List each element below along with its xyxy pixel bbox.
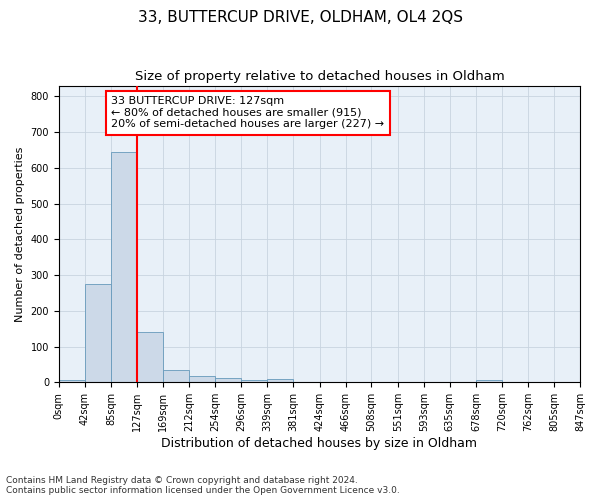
Bar: [268, 379, 293, 382]
Bar: [241, 380, 268, 382]
Bar: [137, 332, 163, 382]
Bar: [163, 370, 189, 382]
Bar: [59, 380, 85, 382]
Bar: [189, 376, 215, 382]
Y-axis label: Number of detached properties: Number of detached properties: [15, 146, 25, 322]
X-axis label: Distribution of detached houses by size in Oldham: Distribution of detached houses by size …: [161, 437, 478, 450]
Text: 33, BUTTERCUP DRIVE, OLDHAM, OL4 2QS: 33, BUTTERCUP DRIVE, OLDHAM, OL4 2QS: [137, 10, 463, 25]
Text: 33 BUTTERCUP DRIVE: 127sqm
← 80% of detached houses are smaller (915)
20% of sem: 33 BUTTERCUP DRIVE: 127sqm ← 80% of deta…: [111, 96, 384, 130]
Title: Size of property relative to detached houses in Oldham: Size of property relative to detached ho…: [134, 70, 504, 83]
Bar: [215, 378, 241, 382]
Bar: [476, 380, 502, 382]
Bar: [111, 152, 137, 382]
Bar: [85, 284, 111, 382]
Text: Contains HM Land Registry data © Crown copyright and database right 2024.
Contai: Contains HM Land Registry data © Crown c…: [6, 476, 400, 495]
